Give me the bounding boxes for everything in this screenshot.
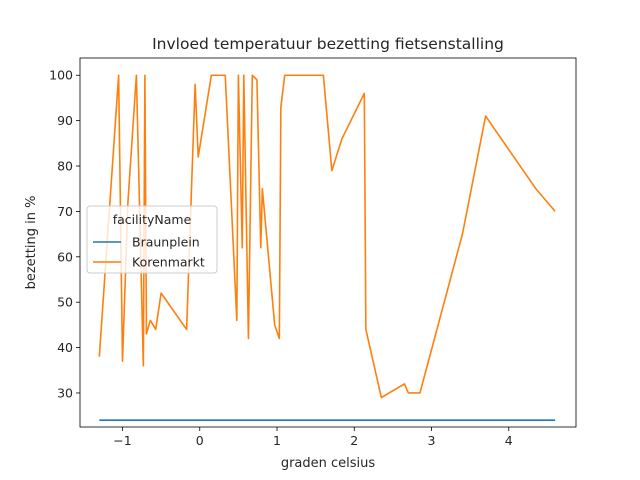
x-tick-label: −1 [113,433,131,448]
x-tick-label: 4 [505,433,513,448]
x-axis-label: graden celsius [281,456,376,471]
series-layer [98,74,556,421]
legend-title: facilityName [113,212,192,227]
legend: facilityName Braunplein Korenmarkt [86,205,218,274]
y-tick-label: 80 [57,159,73,174]
y-axis-label: bezetting in % [24,196,39,290]
y-tick-label: 40 [57,340,73,355]
y-tick-label: 50 [57,295,73,310]
legend-box [86,205,218,274]
y-tick-label: 30 [57,385,73,400]
x-tick-label: 1 [273,433,281,448]
y-tick-label: 90 [57,113,73,128]
y-axis: 30 40 50 60 70 80 90 100 [49,68,80,400]
x-tick-label: 3 [428,433,436,448]
plot-frame [79,57,577,428]
x-axis: −1 0 1 2 3 4 [113,427,513,448]
series-line-korenmarkt [98,74,556,399]
y-tick-label: 70 [57,204,73,219]
legend-entries: Braunplein Korenmarkt [93,235,205,270]
chart-title: Invloed temperatuur bezetting fietsensta… [152,35,504,53]
y-tick-label: 100 [49,68,73,83]
y-tick-label: 60 [57,249,73,264]
legend-label-korenmarkt: Korenmarkt [132,255,205,270]
plot-area [79,57,577,428]
legend-label-braunplein: Braunplein [132,235,200,250]
x-tick-label: 2 [350,433,358,448]
x-tick-label: 0 [196,433,204,448]
